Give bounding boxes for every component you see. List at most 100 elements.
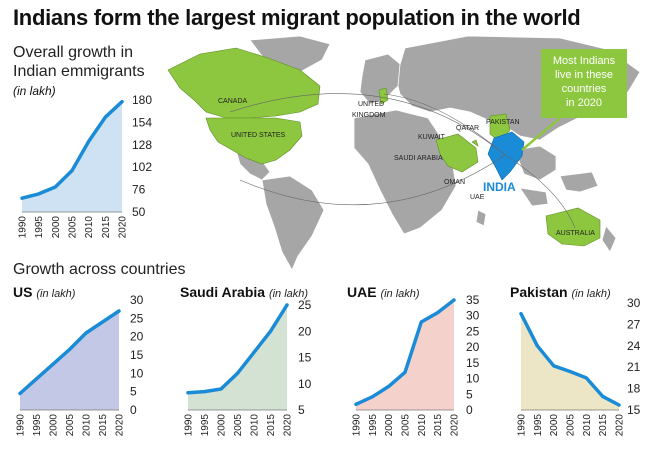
us-xtick-2005: 2005 [65, 414, 76, 437]
uae-point-2000 [387, 384, 391, 388]
map-label-saudi-arabia: SAUDI ARABIA [394, 155, 443, 162]
callout-pointer [521, 117, 561, 151]
saudi-xtick-2015: 2015 [266, 414, 277, 437]
overall-ytick-102: 102 [132, 160, 152, 174]
map-label-canada: CANADA [218, 98, 248, 105]
uae-ytick-10: 10 [466, 372, 480, 386]
us-xtick-2020: 2020 [115, 414, 126, 437]
overall-xtick-2005: 2005 [68, 216, 79, 239]
overall-xtick-1995: 1995 [34, 216, 45, 239]
overall-ytick-76: 76 [132, 183, 146, 197]
overall-xtick-2015: 2015 [101, 216, 112, 239]
us-area [20, 311, 119, 410]
callout-line-4: in 2020 [566, 97, 602, 109]
saudi-point-1995 [203, 390, 206, 394]
pakistan-xtick-2020: 2020 [615, 414, 626, 437]
saudi-point-2010 [252, 350, 256, 354]
uae-panel-unit: (in lakh) [380, 288, 419, 300]
us-xtick-2010: 2010 [82, 414, 93, 437]
uae-point-2015 [436, 311, 440, 315]
us-point-1990 [18, 392, 22, 395]
pakistan-xtick-1990: 1990 [517, 414, 528, 437]
map-label-kuwait: KUWAIT [418, 134, 446, 141]
uae-point-1990 [354, 402, 358, 406]
saudi-xtick-2005: 2005 [233, 414, 244, 437]
map-label-oman: OMAN [444, 179, 465, 186]
uae-point-2020 [452, 298, 456, 302]
callout-line-1: Most Indians [553, 55, 616, 67]
pakistan-point-2000 [552, 364, 556, 368]
uae-xtick-2005: 2005 [401, 414, 412, 437]
saudi-panel-title: Saudi Arabia (in lakh) [180, 284, 308, 300]
map-label-qatar: QATAR [456, 125, 479, 132]
pakistan-point-1990 [519, 312, 523, 316]
uae-panel-title: UAE (in lakh) [347, 284, 420, 300]
overall-point-1990 [20, 196, 24, 200]
map-label-united: UNITED [358, 101, 384, 108]
pakistan-point-2015 [601, 394, 605, 398]
main-title: Indians form the largest migrant populat… [13, 5, 581, 30]
us-point-2020 [117, 309, 121, 313]
us-point-2000 [51, 362, 55, 366]
pakistan-point-2020 [617, 403, 621, 407]
overall-point-2020 [120, 100, 124, 104]
overall-ytick-128: 128 [132, 138, 152, 152]
overall-area [22, 101, 122, 212]
uae-ytick-5: 5 [466, 387, 473, 401]
overall-point-2000 [53, 185, 57, 189]
pakistan-ytick-30: 30 [627, 296, 641, 310]
overall-point-2015 [103, 115, 107, 119]
saudi-xtick-2000: 2000 [217, 414, 228, 437]
us-xtick-1990: 1990 [16, 414, 27, 437]
us-xtick-1995: 1995 [32, 414, 43, 437]
us-xtick-2000: 2000 [49, 414, 60, 437]
us-point-2010 [84, 331, 88, 335]
uae-ytick-35: 35 [466, 293, 480, 307]
us-ytick-20: 20 [130, 330, 144, 344]
pakistan-point-2010 [584, 376, 588, 380]
map-label-india: INDIA [483, 180, 516, 194]
pakistan-xtick-1995: 1995 [533, 414, 544, 437]
saudi-ytick-10: 10 [298, 377, 312, 391]
overall-xtick-1990: 1990 [18, 216, 29, 239]
pakistan-xtick-2010: 2010 [582, 414, 593, 437]
pakistan-xtick-2015: 2015 [598, 414, 609, 437]
pakistan-ytick-21: 21 [627, 360, 641, 374]
overall-title-line1: Overall growth in [13, 44, 134, 61]
migration-arcs [229, 93, 576, 229]
saudi-point-2015 [269, 329, 272, 333]
overall-title-line2: Indian emmigrants [13, 63, 145, 80]
us-point-2005 [68, 348, 71, 351]
us-ytick-10: 10 [130, 366, 144, 380]
overall-unit: (in lakh) [13, 84, 56, 98]
saudi-xtick-1990: 1990 [184, 414, 195, 437]
saudi-ytick-25: 25 [298, 298, 312, 312]
overall-point-1995 [37, 192, 41, 196]
us-ytick-0: 0 [130, 403, 137, 417]
us-panel-unit: (in lakh) [36, 288, 75, 300]
saudi-ytick-20: 20 [298, 324, 312, 338]
pakistan-point-1995 [535, 344, 539, 348]
uae-xtick-1995: 1995 [368, 414, 379, 437]
us-point-1995 [35, 377, 38, 381]
saudi-xtick-2010: 2010 [250, 414, 261, 437]
pakistan-panel-unit: (in lakh) [571, 288, 610, 300]
pakistan-point-2005 [568, 370, 572, 373]
growth-section-title: Growth across countries [13, 261, 186, 278]
overall-xtick-2010: 2010 [84, 216, 95, 239]
us-ytick-15: 15 [130, 348, 144, 362]
uae-point-2010 [419, 320, 423, 324]
pakistan-ytick-24: 24 [627, 339, 641, 353]
uae-xtick-2015: 2015 [433, 414, 444, 437]
pakistan-xtick-2005: 2005 [566, 414, 577, 437]
saudi-xtick-1995: 1995 [200, 414, 211, 437]
uae-xtick-2020: 2020 [450, 414, 461, 437]
saudi-area [188, 305, 287, 410]
overall-point-2005 [70, 169, 74, 173]
overall-point-2010 [87, 139, 91, 143]
